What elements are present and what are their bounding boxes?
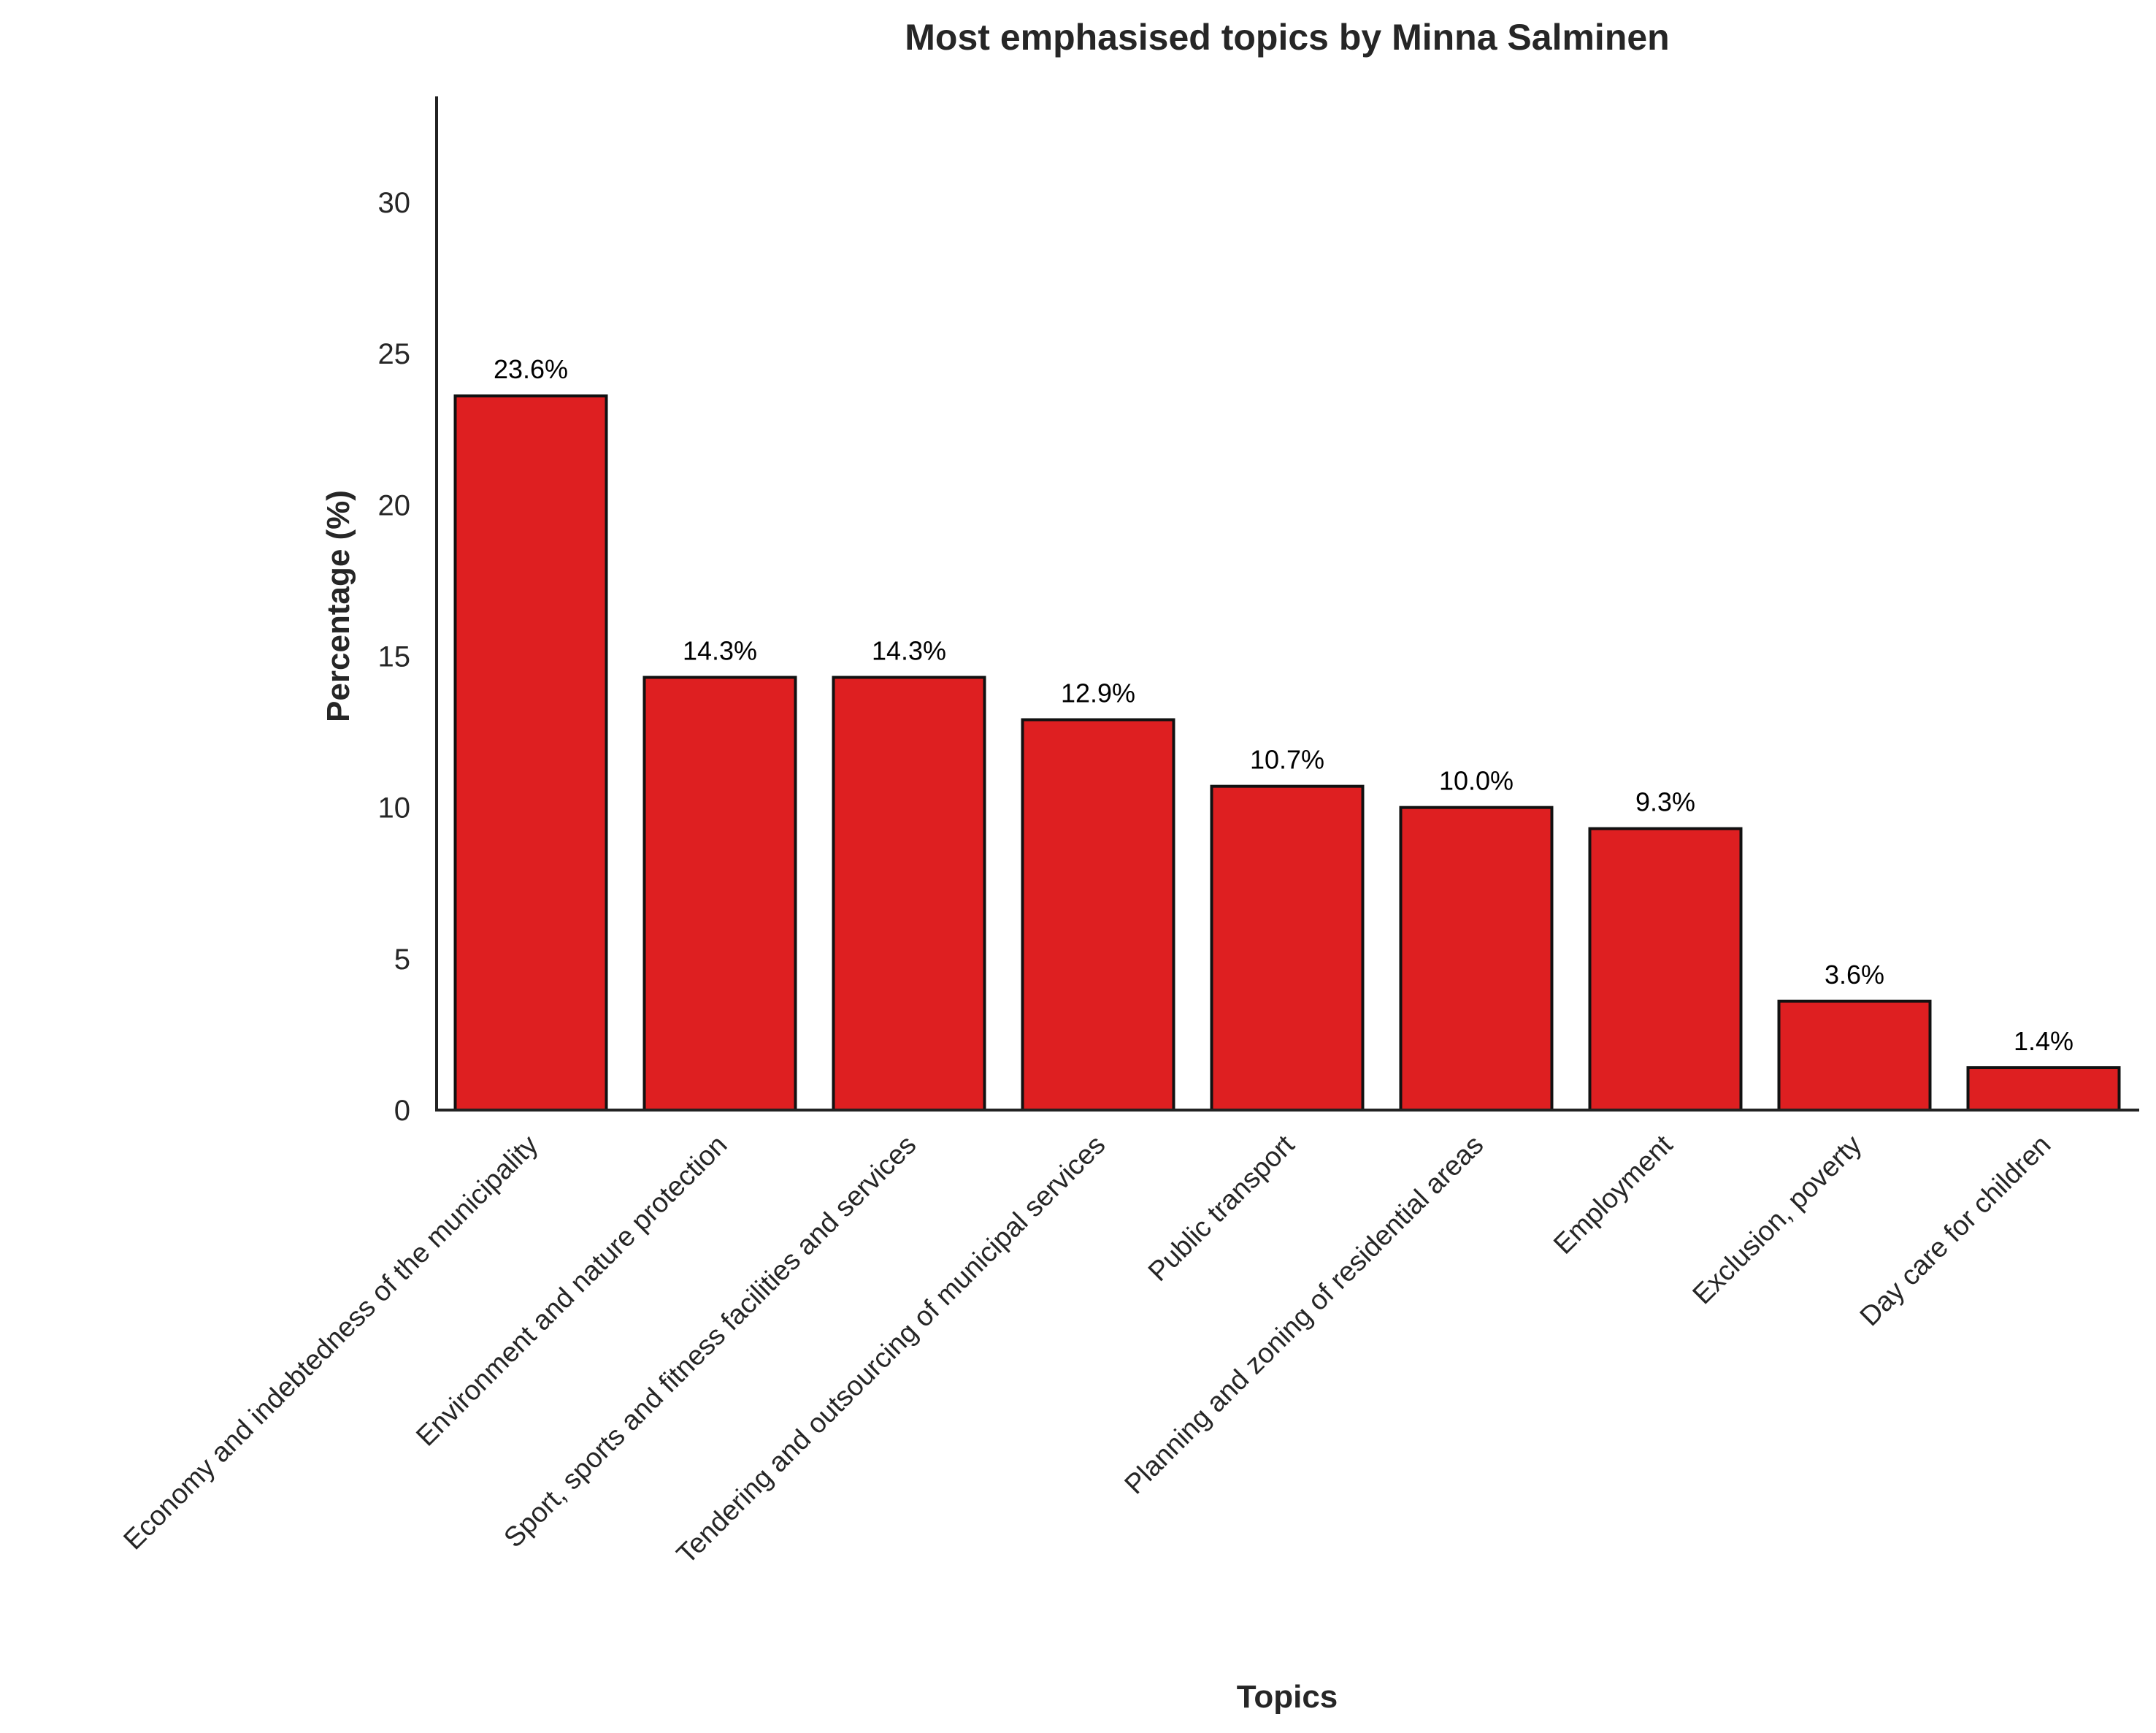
y-tick-label-15: 15	[378, 641, 411, 673]
y-tick-label-20: 20	[378, 489, 411, 521]
x-tick-label-3: Sport, sports and fitness facilities and…	[499, 1130, 923, 1554]
bars-group	[453, 394, 2121, 1112]
x-tick-label-7: Employment	[1548, 1129, 1679, 1260]
data-label-4: 12.9%	[1061, 678, 1135, 708]
bar-5	[1210, 784, 1365, 1112]
chart-title: Most emphasised topics by Minna Salminen	[905, 17, 1669, 58]
x-tick-label-5: Public transport	[1143, 1129, 1301, 1288]
bar-3	[832, 676, 986, 1112]
data-labels-group: 23.6% 14.3% 14.3% 12.9% 10.7% 10.0% 9.3% 3.6% 1.…	[494, 354, 2073, 1056]
bar-6	[1399, 806, 1554, 1112]
x-tick-label-6: Planning and zoning of residential areas	[1119, 1130, 1490, 1501]
data-label-7: 9.3%	[1635, 787, 1695, 817]
data-label-9: 1.4%	[2014, 1026, 2073, 1056]
y-tick-label-10: 10	[378, 792, 411, 825]
x-ticks-group: Economy and indebtedness of the municipa…	[118, 1129, 2057, 1570]
data-label-3: 14.3%	[872, 636, 946, 666]
x-axis-label: Topics	[1237, 1679, 1338, 1715]
y-tick-label-25: 25	[378, 338, 411, 370]
x-tick-label-4: Tendering and outsourcing of municipal s…	[671, 1130, 1111, 1570]
x-tick-label-8: Exclusion, poverty	[1687, 1130, 1868, 1311]
y-tick-label-0: 0	[394, 1095, 410, 1127]
y-tick-label-30: 30	[378, 187, 411, 219]
data-label-5: 10.7%	[1250, 745, 1324, 775]
y-axis-label: Percentage (%)	[321, 490, 356, 722]
bar-4	[1021, 718, 1175, 1112]
bar-8	[1777, 999, 1932, 1112]
data-label-1: 23.6%	[494, 354, 568, 384]
data-label-2: 14.3%	[683, 636, 757, 666]
bar-1	[453, 394, 608, 1112]
y-tick-label-5: 5	[394, 944, 410, 976]
x-tick-label-1: Economy and indebtedness of the municipa…	[118, 1130, 545, 1556]
data-label-6: 10.0%	[1439, 766, 1514, 796]
y-ticks-group: 0 5 10 15 20 25 30	[378, 187, 411, 1127]
bar-9	[1966, 1066, 2121, 1112]
bar-2	[642, 676, 797, 1112]
bar-7	[1588, 827, 1743, 1112]
x-tick-label-9: Day care for children	[1854, 1130, 2057, 1333]
x-tick-label-2: Environment and nature protection	[410, 1130, 733, 1453]
data-label-8: 3.6%	[1825, 960, 1884, 990]
